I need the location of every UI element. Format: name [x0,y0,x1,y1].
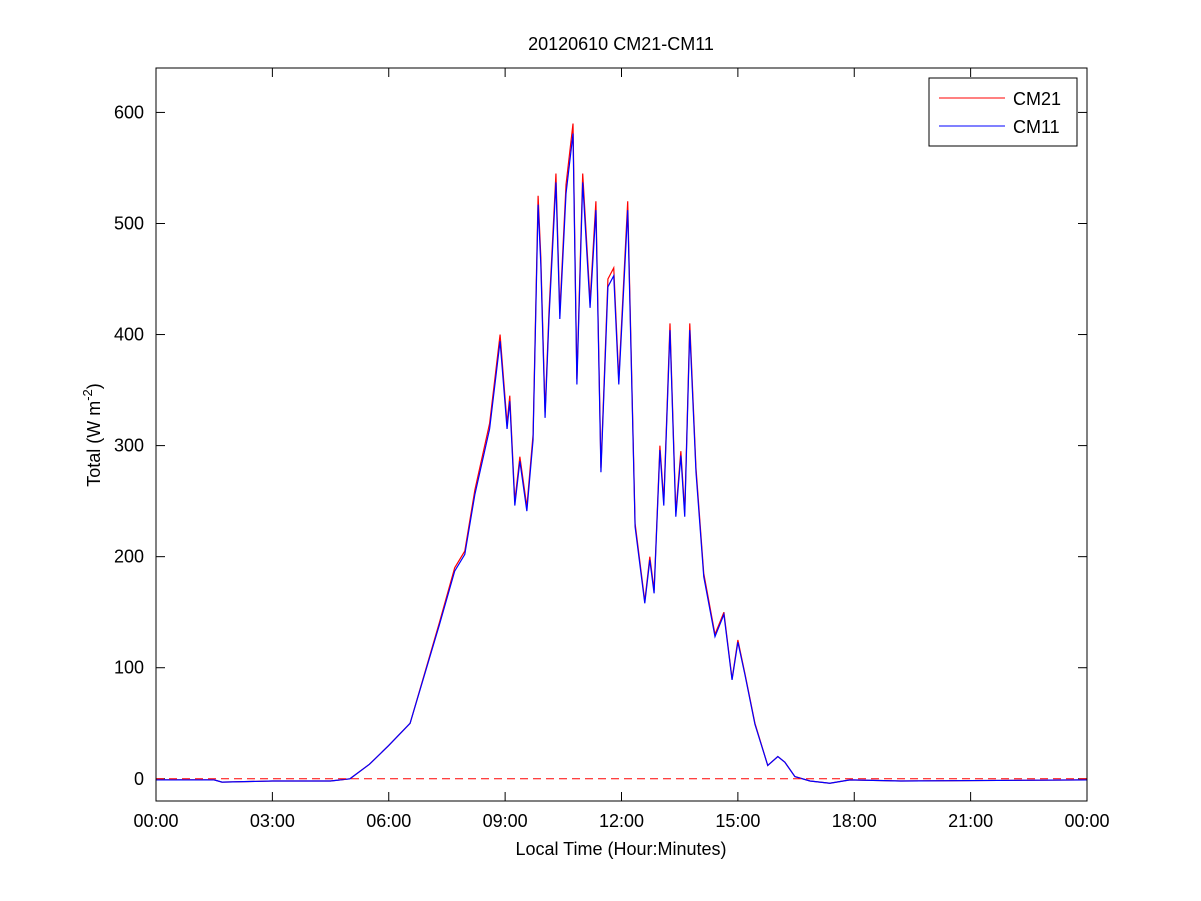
series-line [156,133,1088,784]
legend-label: CM21 [1013,89,1061,109]
chart-title: 20120610 CM21-CM11 [528,34,714,54]
y-tick-label: 0 [134,769,144,789]
y-tick-label: 300 [114,436,144,456]
x-axis-label: Local Time (Hour:Minutes) [515,839,726,859]
legend-box [928,77,1078,147]
y-tick-label: 500 [114,213,144,233]
y-label-sup: -2 [80,389,95,401]
y-axis-label: Total (W m-2) [80,383,104,487]
y-label-part: Total (W m [84,401,104,487]
x-tick-label: 00:00 [133,811,178,831]
x-tick-label: 09:00 [483,811,528,831]
y-tick-label: 100 [114,658,144,678]
x-tick-label: 12:00 [599,811,644,831]
y-tick-label: 400 [114,325,144,345]
y-label-part: ) [84,383,104,389]
y-tick-label: 200 [114,547,144,567]
y-tick-label: 600 [114,102,144,122]
plot-frame [155,67,1088,802]
x-tick-label: 06:00 [366,811,411,831]
x-tick-label: 00:00 [1064,811,1109,831]
x-tick-label: 18:00 [832,811,877,831]
legend-label: CM11 [1013,117,1060,137]
x-tick-label: 03:00 [250,811,295,831]
x-tick-label: 15:00 [715,811,760,831]
x-tick-label: 21:00 [948,811,993,831]
